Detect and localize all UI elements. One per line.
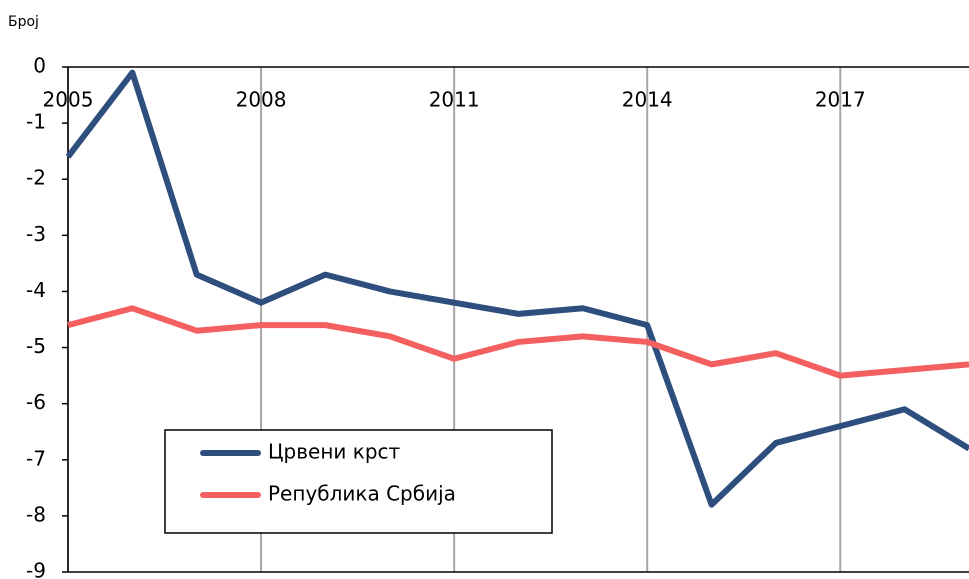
y-tick-label: -2 (26, 166, 46, 190)
x-tick-label: 2014 (622, 88, 673, 112)
y-tick-label: 0 (33, 54, 46, 78)
x-tick-label: 2008 (236, 88, 287, 112)
y-tick-label: -9 (26, 559, 46, 579)
y-tick-label: -1 (26, 110, 46, 134)
legend: Црвени крст Република Србија (164, 429, 553, 534)
y-tick-label: -8 (26, 502, 46, 526)
x-tick-label: 2011 (429, 88, 480, 112)
y-tick-label: -4 (26, 278, 46, 302)
y-axis-label: Број (8, 14, 39, 30)
legend-label: Република Србија (268, 482, 456, 506)
y-tick-label: -7 (26, 446, 46, 470)
y-tick-label: -6 (26, 390, 46, 414)
legend-box (164, 429, 553, 534)
x-tick-label: 2017 (815, 88, 866, 112)
line-series (67, 305, 969, 379)
y-tick-label: -5 (26, 334, 46, 358)
y-tick-label: -3 (26, 222, 46, 246)
line-series (65, 69, 969, 508)
legend-label: Црвени крст (268, 440, 401, 464)
